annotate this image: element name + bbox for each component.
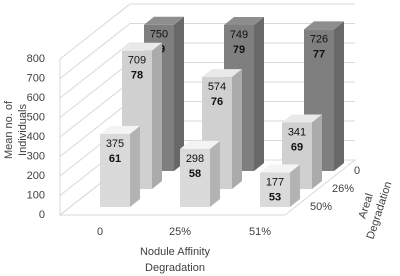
bar-top	[202, 69, 242, 78]
y-tick-label: 800	[27, 53, 45, 65]
x-tick-label: 0	[97, 226, 103, 238]
bar	[260, 172, 290, 207]
data-label: 177	[266, 176, 284, 188]
bar-side	[232, 69, 242, 189]
grid-line	[59, 3, 355, 60]
bar-side	[254, 16, 264, 171]
y-tick-label: 700	[27, 72, 45, 84]
bar-side	[312, 114, 322, 189]
data-label: 709	[128, 55, 146, 67]
y-axis-title-line: Individuals	[17, 104, 29, 156]
bar	[180, 148, 210, 207]
bar-top	[144, 16, 184, 25]
z-tick-label: 26%	[332, 183, 354, 195]
y-tick-label: 200	[27, 170, 45, 182]
bar-top	[224, 16, 264, 25]
x-tick-label: 51%	[249, 226, 271, 238]
bar	[100, 133, 130, 207]
x-tick-label: 25%	[169, 226, 191, 238]
data-label: 375	[106, 138, 124, 150]
y-tick-label: 400	[27, 131, 45, 143]
x-axis-title: Nodule Affinity	[140, 246, 211, 258]
bar-top	[122, 42, 162, 51]
inner-label: 58	[189, 168, 201, 180]
inner-label: 79	[233, 44, 245, 56]
inner-label: 53	[269, 191, 281, 203]
inner-label: 77	[313, 48, 325, 60]
y-tick-label: 100	[27, 189, 45, 201]
x-axis-title: Degradation	[145, 262, 205, 274]
bar-side	[290, 164, 300, 207]
bar-top	[180, 140, 220, 149]
y-tick-label: 300	[27, 150, 45, 162]
y-tick-label: 600	[27, 92, 45, 104]
bar-side	[210, 140, 220, 207]
bar-top	[260, 164, 300, 173]
bar-side	[152, 42, 162, 190]
data-label: 726	[310, 33, 328, 45]
data-label: 341	[288, 126, 306, 138]
inner-label: 78	[131, 70, 143, 82]
bar-top	[100, 125, 140, 134]
grid-line	[59, 23, 355, 79]
inner-label: 69	[291, 141, 303, 153]
bar-side	[174, 16, 184, 171]
y-axis-title-line: Mean no. of	[3, 100, 15, 159]
data-label: 750	[150, 29, 168, 41]
z-tick-label: 0	[354, 165, 360, 177]
bar-top	[282, 114, 322, 123]
z-axis-title: Areal Degradation	[357, 180, 395, 241]
y-tick-label: 0	[39, 209, 45, 221]
y-axis-title: Mean no. of Individuals	[3, 100, 29, 159]
grid-line	[59, 42, 355, 99]
bar-side	[334, 21, 344, 172]
inner-label: 61	[109, 153, 121, 165]
z-tick-label: 50%	[310, 201, 332, 213]
data-label: 574	[208, 81, 226, 93]
y-tick-label: 500	[27, 111, 45, 123]
data-label: 298	[186, 153, 204, 165]
inner-label: 76	[211, 96, 223, 108]
bar-side	[130, 125, 140, 207]
bar-top	[304, 21, 344, 30]
data-label: 749	[230, 29, 248, 41]
